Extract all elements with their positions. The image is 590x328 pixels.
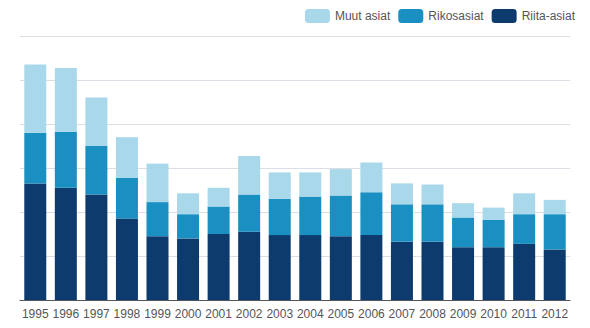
- svg-text:2012: 2012: [541, 307, 568, 321]
- svg-text:1996: 1996: [52, 307, 79, 321]
- svg-text:1998: 1998: [114, 307, 141, 321]
- svg-text:1999: 1999: [144, 307, 171, 321]
- svg-text:2000: 2000: [175, 307, 202, 321]
- svg-text:2007: 2007: [389, 307, 416, 321]
- svg-text:2006: 2006: [358, 307, 385, 321]
- svg-text:Rikosasiat: Rikosasiat: [428, 9, 484, 23]
- svg-text:2002: 2002: [236, 307, 263, 321]
- svg-text:2008: 2008: [419, 307, 446, 321]
- svg-text:2010: 2010: [480, 307, 507, 321]
- svg-text:2001: 2001: [205, 307, 232, 321]
- svg-text:2003: 2003: [266, 307, 293, 321]
- svg-text:1997: 1997: [83, 307, 110, 321]
- svg-text:2005: 2005: [327, 307, 354, 321]
- svg-text:2009: 2009: [450, 307, 477, 321]
- svg-text:2011: 2011: [511, 307, 537, 321]
- svg-text:Riita-asiat: Riita-asiat: [522, 9, 576, 23]
- svg-text:1995: 1995: [22, 307, 49, 321]
- svg-text:Muut asiat: Muut asiat: [335, 9, 391, 23]
- svg-text:2004: 2004: [297, 307, 324, 321]
